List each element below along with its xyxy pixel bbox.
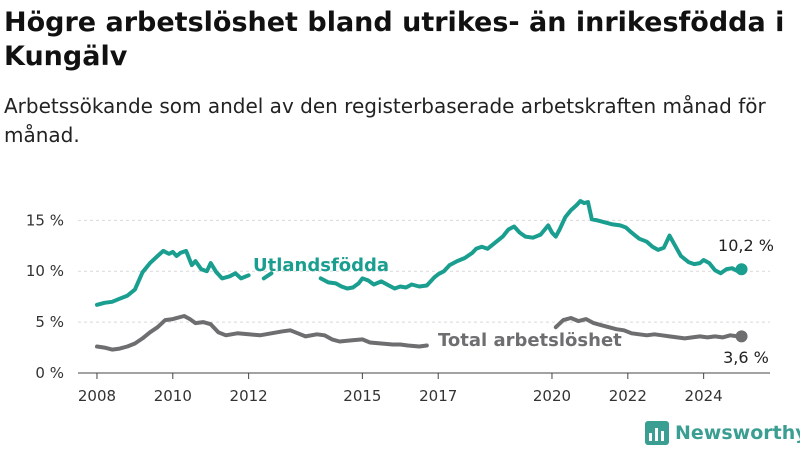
brand-name: Newsworthy bbox=[675, 422, 800, 444]
newsworthy-logo-icon bbox=[645, 421, 669, 445]
x-tick-label: 2024 bbox=[685, 387, 723, 405]
x-tick-label: 2017 bbox=[419, 387, 457, 405]
brand-logo: Newsworthy bbox=[645, 419, 800, 447]
end-point-foreign bbox=[735, 263, 748, 276]
chart-subtitle: Arbetssökande som andel av den registerb… bbox=[4, 94, 766, 147]
series-line-foreign-segment-0 bbox=[95, 248, 251, 307]
series-line-total-segment-0 bbox=[95, 314, 429, 352]
y-tick-label: 15 % bbox=[26, 211, 64, 229]
end-point-total bbox=[735, 330, 748, 343]
end-value-label-foreign: 10,2 % bbox=[718, 236, 774, 255]
y-tick-label: 10 % bbox=[26, 262, 64, 280]
series-line-foreign-segment-1 bbox=[261, 271, 274, 281]
y-tick-label: 0 % bbox=[35, 364, 64, 382]
x-tick-label: 2015 bbox=[343, 387, 381, 405]
x-tick-label: 2012 bbox=[230, 387, 268, 405]
end-value-label-total: 3,6 % bbox=[723, 348, 769, 367]
chart-title: Högre arbetslöshet bland utrikes- än inr… bbox=[4, 7, 785, 72]
x-tick-label: 2020 bbox=[533, 387, 571, 405]
series-line-total-segment-1 bbox=[553, 316, 744, 341]
x-tick-label: 2022 bbox=[609, 387, 647, 405]
series-label-total: Total arbetslöshet bbox=[438, 330, 622, 351]
y-tick-label: 5 % bbox=[35, 313, 64, 331]
series-line-foreign-segment-2 bbox=[318, 199, 744, 291]
series-label-foreign: Utlandsfödda bbox=[253, 255, 389, 276]
x-tick-label: 2010 bbox=[154, 387, 192, 405]
x-tick-label: 2008 bbox=[78, 387, 116, 405]
